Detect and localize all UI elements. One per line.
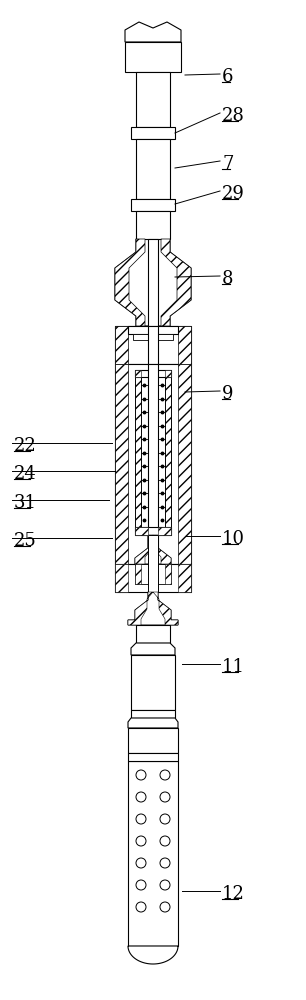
- Polygon shape: [115, 239, 145, 326]
- Text: 31: 31: [14, 494, 37, 512]
- Polygon shape: [161, 239, 191, 326]
- Polygon shape: [115, 364, 191, 564]
- Polygon shape: [125, 42, 181, 72]
- Polygon shape: [128, 753, 178, 761]
- Text: 9: 9: [222, 385, 233, 403]
- Polygon shape: [136, 625, 170, 643]
- Circle shape: [136, 770, 146, 780]
- Polygon shape: [148, 364, 158, 564]
- Polygon shape: [115, 326, 128, 364]
- Circle shape: [160, 770, 170, 780]
- Polygon shape: [135, 535, 153, 564]
- Circle shape: [136, 814, 146, 824]
- Polygon shape: [136, 211, 170, 239]
- Polygon shape: [165, 564, 171, 584]
- Text: 6: 6: [222, 68, 233, 86]
- Polygon shape: [115, 239, 191, 326]
- Polygon shape: [125, 22, 181, 42]
- Polygon shape: [131, 643, 175, 655]
- Circle shape: [136, 880, 146, 890]
- Polygon shape: [115, 326, 191, 364]
- Polygon shape: [128, 592, 153, 625]
- Text: 10: 10: [222, 530, 245, 548]
- Polygon shape: [131, 199, 175, 211]
- Circle shape: [160, 880, 170, 890]
- Polygon shape: [135, 370, 141, 377]
- Text: 11: 11: [222, 658, 245, 676]
- Polygon shape: [178, 326, 191, 364]
- Polygon shape: [131, 655, 175, 710]
- Polygon shape: [135, 370, 171, 377]
- Circle shape: [160, 858, 170, 868]
- Polygon shape: [135, 527, 148, 535]
- Polygon shape: [135, 527, 171, 535]
- Polygon shape: [128, 592, 178, 625]
- Polygon shape: [153, 535, 171, 564]
- Polygon shape: [135, 535, 171, 564]
- Circle shape: [160, 814, 170, 824]
- Polygon shape: [135, 564, 171, 584]
- Circle shape: [136, 858, 146, 868]
- Polygon shape: [128, 326, 178, 334]
- Polygon shape: [128, 728, 178, 753]
- Polygon shape: [165, 370, 171, 530]
- Polygon shape: [153, 592, 178, 625]
- Polygon shape: [128, 761, 178, 946]
- Polygon shape: [136, 72, 170, 127]
- Text: 22: 22: [14, 437, 37, 455]
- Polygon shape: [131, 127, 175, 139]
- Circle shape: [136, 836, 146, 846]
- Polygon shape: [148, 239, 158, 329]
- Circle shape: [160, 792, 170, 802]
- Polygon shape: [115, 564, 128, 592]
- Text: 7: 7: [222, 155, 233, 173]
- Polygon shape: [178, 564, 191, 592]
- Polygon shape: [135, 564, 141, 584]
- Polygon shape: [148, 535, 158, 592]
- Text: 8: 8: [222, 270, 233, 288]
- Polygon shape: [136, 139, 170, 199]
- Polygon shape: [148, 326, 158, 364]
- Text: 12: 12: [222, 885, 245, 903]
- Circle shape: [160, 902, 170, 912]
- Polygon shape: [131, 710, 175, 718]
- Circle shape: [136, 792, 146, 802]
- Polygon shape: [128, 718, 178, 728]
- Circle shape: [160, 836, 170, 846]
- Polygon shape: [115, 364, 128, 564]
- Polygon shape: [133, 334, 173, 340]
- Text: 28: 28: [222, 107, 245, 125]
- Polygon shape: [165, 370, 171, 377]
- Polygon shape: [128, 946, 178, 964]
- Text: 25: 25: [14, 532, 37, 550]
- Text: 29: 29: [222, 185, 245, 203]
- Polygon shape: [178, 364, 191, 564]
- Text: 24: 24: [14, 465, 37, 483]
- Polygon shape: [115, 564, 191, 592]
- Polygon shape: [158, 527, 171, 535]
- Circle shape: [136, 902, 146, 912]
- Polygon shape: [135, 370, 141, 530]
